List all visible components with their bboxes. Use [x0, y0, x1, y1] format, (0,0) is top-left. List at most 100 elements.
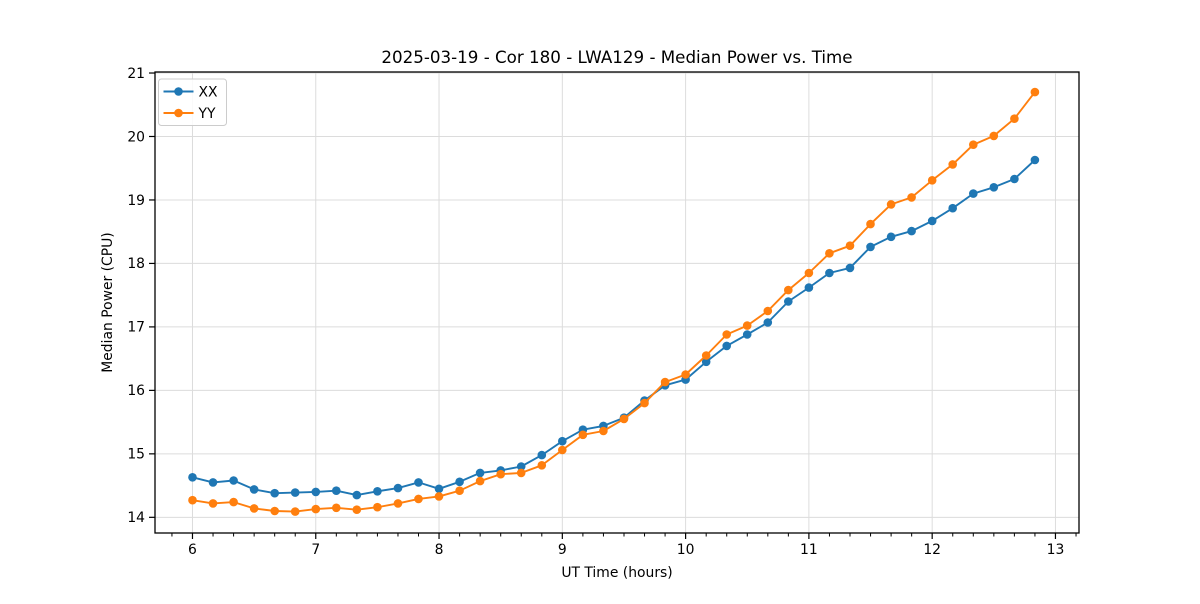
- y-axis-label: Median Power (CPU): [100, 232, 116, 372]
- data-point: [332, 503, 341, 513]
- data-point: [681, 370, 690, 379]
- data-point: [311, 487, 321, 497]
- legend-label: YY: [198, 106, 216, 122]
- x-tick-label: 10: [677, 542, 695, 558]
- data-point: [845, 241, 855, 250]
- data-point: [558, 445, 567, 455]
- data-point: [229, 497, 238, 507]
- x-tick-label: 7: [311, 542, 320, 558]
- data-point: [290, 507, 300, 516]
- data-point: [393, 499, 403, 508]
- data-point: [229, 476, 238, 485]
- data-point: [763, 306, 773, 316]
- y-tick-label: 21: [127, 66, 145, 82]
- series-yy-line: [191, 91, 1036, 513]
- legend: XX YY: [158, 78, 227, 126]
- data-point: [1030, 87, 1040, 97]
- data-point: [537, 450, 547, 460]
- data-point: [188, 495, 197, 505]
- data-point: [1010, 114, 1019, 123]
- data-point: [516, 468, 526, 478]
- data-point: [516, 462, 526, 471]
- x-axis-label: UT Time (hours): [561, 565, 672, 581]
- y-tick-label: 20: [127, 129, 145, 145]
- data-point: [414, 494, 423, 504]
- data-point: [804, 268, 814, 278]
- data-point: [927, 216, 937, 226]
- data-point: [352, 490, 362, 500]
- data-point: [537, 461, 547, 470]
- data-point: [742, 330, 752, 339]
- series-yy: [188, 87, 1040, 516]
- data-point: [270, 506, 280, 516]
- data-point: [722, 341, 731, 351]
- data-point: [845, 263, 855, 273]
- grid: [155, 72, 1079, 533]
- data-point: [434, 484, 444, 494]
- data-point: [763, 318, 773, 327]
- data-point: [270, 488, 280, 498]
- y-tick-label: 19: [127, 193, 145, 209]
- data-point: [1010, 174, 1019, 184]
- data-point: [742, 321, 752, 330]
- data-point: [414, 478, 423, 487]
- data-point: [989, 131, 999, 141]
- data-point: [558, 436, 567, 446]
- x-tick-label: 9: [558, 542, 567, 558]
- legend-sample-marker: [174, 108, 183, 118]
- data-point: [722, 330, 731, 339]
- y-tick-label: 16: [127, 383, 145, 399]
- x-tick-label: 6: [188, 542, 197, 558]
- data-point: [804, 283, 814, 292]
- data-point: [886, 200, 896, 209]
- data-point: [373, 487, 382, 496]
- data-point: [208, 478, 218, 487]
- data-point: [1030, 155, 1040, 165]
- data-point: [948, 160, 957, 169]
- data-point: [290, 488, 300, 497]
- data-point: [311, 504, 321, 514]
- x-tick-label: 12: [923, 542, 941, 558]
- data-point: [784, 297, 793, 306]
- chart-title: 2025-03-19 - Cor 180 - LWA129 - Median P…: [381, 47, 852, 67]
- y-tick-label: 18: [127, 256, 145, 272]
- data-point: [784, 285, 793, 295]
- data-point: [969, 140, 978, 149]
- legend-sample-marker: [174, 87, 183, 96]
- data-point: [249, 504, 259, 513]
- data-point: [969, 189, 978, 198]
- x-tick-label: 13: [1047, 542, 1065, 558]
- data-point: [886, 232, 896, 242]
- y-tick-label: 14: [127, 510, 145, 526]
- data-point: [188, 473, 197, 482]
- data-point: [825, 249, 834, 258]
- data-point: [619, 414, 629, 424]
- x-tick-label: 8: [435, 542, 444, 558]
- data-point: [352, 505, 362, 514]
- data-point: [927, 176, 937, 185]
- data-point: [825, 268, 834, 278]
- data-point: [373, 502, 382, 512]
- data-point: [434, 492, 444, 501]
- data-point: [249, 485, 259, 494]
- axis-ticks: 6 7 8 9 10 11 12 13 14 15 16 17 18 19 20 21: [127, 66, 1077, 558]
- y-tick-label: 17: [127, 320, 145, 336]
- data-point: [866, 242, 875, 252]
- series-xx-line: [191, 159, 1036, 497]
- data-point: [578, 430, 588, 440]
- data-point: [599, 426, 608, 436]
- series-xx: [188, 155, 1040, 500]
- data-point: [701, 351, 711, 360]
- data-point: [208, 499, 218, 508]
- data-point: [393, 483, 403, 493]
- data-point: [907, 226, 916, 236]
- data-point: [660, 377, 670, 387]
- data-point: [455, 486, 464, 496]
- data-point: [989, 183, 999, 192]
- x-tick-label: 11: [800, 542, 818, 558]
- legend-label: XX: [199, 84, 219, 100]
- data-point: [332, 486, 341, 496]
- y-tick-label: 15: [127, 447, 145, 463]
